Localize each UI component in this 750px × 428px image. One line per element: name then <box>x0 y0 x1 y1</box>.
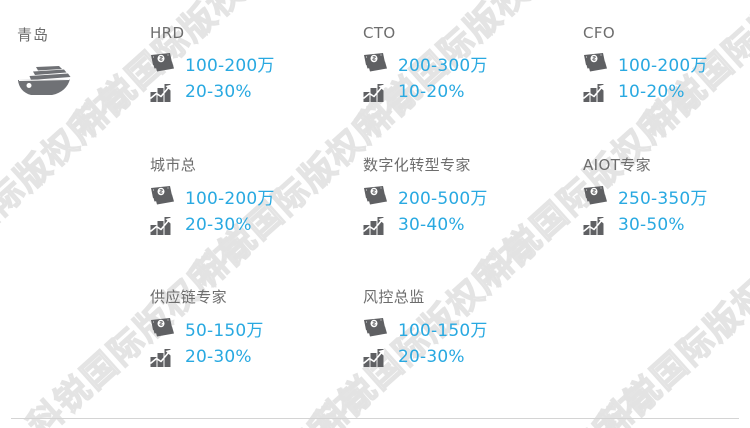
salary-metric-row: 50-150万 <box>150 316 360 341</box>
increase-value: 20-30% <box>185 81 252 102</box>
role-title: 供应链专家 <box>150 288 228 306</box>
increase-value: 20-30% <box>398 346 465 367</box>
salary-metric-row: 200-500万 <box>363 184 573 209</box>
role-card: 供应链专家 50-150万 20-30% <box>150 286 360 372</box>
money-stack-icon <box>151 52 174 71</box>
increase-metric-row: 20-30% <box>150 344 360 369</box>
money-stack-icon <box>364 185 387 204</box>
salary-value: 100-150万 <box>398 321 488 341</box>
role-title: HRD <box>150 24 185 42</box>
role-card: CTO 200-300万 10-20% <box>363 24 573 107</box>
money-stack-icon <box>151 185 174 204</box>
bar-chart-arrow-up-icon <box>583 216 605 235</box>
city-panel: 青岛 <box>0 0 140 428</box>
increase-value: 20-30% <box>185 346 252 367</box>
increase-metric-row: 20-30% <box>150 79 360 104</box>
money-stack-icon <box>584 185 607 204</box>
bar-chart-arrow-up-icon <box>363 348 385 367</box>
salary-metric-row: 100-200万 <box>150 51 360 76</box>
money-stack-icon <box>151 317 174 336</box>
increase-value: 30-50% <box>618 214 685 235</box>
increase-value: 10-20% <box>398 81 465 102</box>
bar-chart-arrow-up-icon <box>150 83 172 102</box>
salary-value: 200-300万 <box>398 56 488 76</box>
role-card: 风控总监 100-150万 20-30% <box>363 286 573 372</box>
salary-metric-row: 200-300万 <box>363 51 573 76</box>
role-card: 数字化转型专家 200-500万 30-40% <box>363 154 573 240</box>
salary-value: 100-200万 <box>185 56 275 76</box>
role-card: AIOT专家 250-350万 30-50% <box>583 154 750 240</box>
bar-chart-arrow-up-icon <box>150 348 172 367</box>
money-stack-icon <box>364 52 387 71</box>
increase-metric-row: 10-20% <box>583 79 750 104</box>
role-title: 数字化转型专家 <box>363 156 471 174</box>
increase-metric-row: 10-20% <box>363 79 573 104</box>
salary-value: 100-200万 <box>185 189 275 209</box>
role-title: 风控总监 <box>363 288 425 306</box>
city-label: 青岛 <box>17 26 50 44</box>
salary-value: 100-200万 <box>618 56 708 76</box>
money-stack-icon <box>364 317 387 336</box>
bottom-divider <box>11 418 739 419</box>
increase-metric-row: 20-30% <box>363 344 573 369</box>
cruise-ship-icon <box>16 62 74 98</box>
bar-chart-arrow-up-icon <box>363 83 385 102</box>
increase-metric-row: 30-50% <box>583 212 750 237</box>
salary-value: 50-150万 <box>185 321 264 341</box>
salary-value: 200-500万 <box>398 189 488 209</box>
salary-metric-row: 100-200万 <box>583 51 750 76</box>
increase-metric-row: 30-40% <box>363 212 573 237</box>
role-card: HRD 100-200万 20-30% <box>150 24 360 107</box>
role-title: CTO <box>363 24 396 42</box>
salary-value: 250-350万 <box>618 189 708 209</box>
money-stack-icon <box>584 52 607 71</box>
bar-chart-arrow-up-icon <box>363 216 385 235</box>
increase-metric-row: 20-30% <box>150 212 360 237</box>
increase-value: 20-30% <box>185 214 252 235</box>
increase-value: 10-20% <box>618 81 685 102</box>
role-card: CFO 100-200万 10-20% <box>583 24 750 107</box>
salary-metric-row: 100-150万 <box>363 316 573 341</box>
bar-chart-arrow-up-icon <box>583 83 605 102</box>
role-title: AIOT专家 <box>583 156 652 174</box>
salary-metric-row: 250-350万 <box>583 184 750 209</box>
increase-value: 30-40% <box>398 214 465 235</box>
salary-metric-row: 100-200万 <box>150 184 360 209</box>
role-card: 城市总 100-200万 20-30% <box>150 154 360 240</box>
bar-chart-arrow-up-icon <box>150 216 172 235</box>
role-title: 城市总 <box>150 156 197 174</box>
role-title: CFO <box>583 24 616 42</box>
